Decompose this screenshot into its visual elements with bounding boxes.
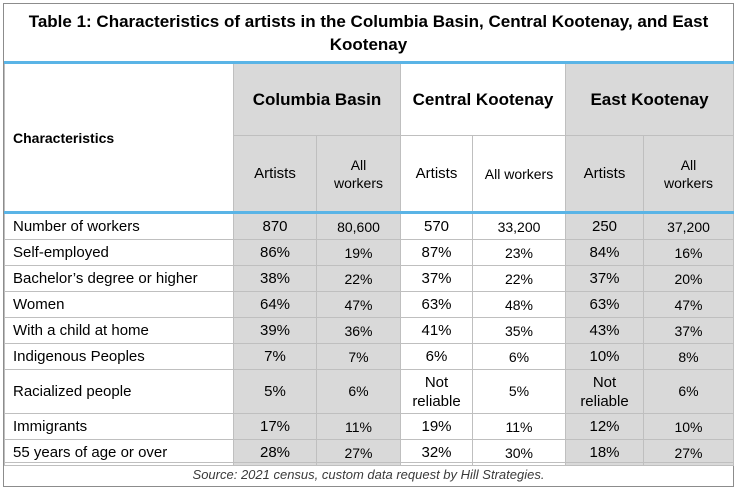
table-cell: 16% xyxy=(643,239,734,266)
table-cell: 37% xyxy=(565,265,644,292)
subheader-artists: Artists xyxy=(565,135,644,213)
table-cell: 37% xyxy=(400,265,473,292)
characteristics-header: Characteristics xyxy=(4,61,234,213)
table-cell: 250 xyxy=(565,211,644,240)
table-cell: 32% xyxy=(400,439,473,466)
table-cell: 23% xyxy=(472,239,566,266)
table-cell: 86% xyxy=(233,239,317,266)
subheader-artists: Artists xyxy=(400,135,473,213)
table-cell: 63% xyxy=(400,291,473,318)
table-cell: 41% xyxy=(400,317,473,344)
row-label: Women xyxy=(4,291,234,318)
table-cell: 47% xyxy=(316,291,401,318)
table-cell: 39% xyxy=(233,317,317,344)
row-label: Bachelor’s degree or higher xyxy=(4,265,234,292)
table-cell: 43% xyxy=(565,317,644,344)
table-cell: 37% xyxy=(643,317,734,344)
table-row: Racialized people 5% 6% Not reliable 5% … xyxy=(4,369,734,414)
table-cell: 80,600 xyxy=(316,211,401,240)
table-cell: 870 xyxy=(233,211,317,240)
table-cell: 19% xyxy=(316,239,401,266)
subheader-all-workers: All workers xyxy=(472,135,566,213)
table-cell: Not reliable xyxy=(565,369,644,414)
table-cell: 6% xyxy=(472,343,566,370)
subheader-artists: Artists xyxy=(233,135,317,213)
source-note: Source: 2021 census, custom data request… xyxy=(4,462,733,487)
table-cell: 28% xyxy=(233,439,317,466)
table-cell: 63% xyxy=(565,291,644,318)
table-cell: 64% xyxy=(233,291,317,318)
table-cell: 8% xyxy=(643,343,734,370)
row-label: Self-employed xyxy=(4,239,234,266)
table-cell: 87% xyxy=(400,239,473,266)
row-label: Indigenous Peoples xyxy=(4,343,234,370)
group-header-east-kootenay: East Kootenay xyxy=(565,61,734,136)
subheader-all-workers: All workers xyxy=(643,135,734,213)
table-cell: 6% xyxy=(400,343,473,370)
table-row: 55 years of age or over 28% 27% 32% 30% … xyxy=(4,439,734,466)
table-cell: 37,200 xyxy=(643,211,734,240)
table-cell: 33,200 xyxy=(472,211,566,240)
row-label: Racialized people xyxy=(4,369,234,414)
table-cell: 10% xyxy=(643,413,734,440)
table-row: Bachelor’s degree or higher 38% 22% 37% … xyxy=(4,265,734,292)
group-header-central-kootenay: Central Kootenay xyxy=(400,61,566,136)
table-cell: 27% xyxy=(316,439,401,466)
table-row: Indigenous Peoples 7% 7% 6% 6% 10% 8% xyxy=(4,343,734,370)
table-row: Number of workers 870 80,600 570 33,200 … xyxy=(4,211,734,240)
row-label: With a child at home xyxy=(4,317,234,344)
table-frame xyxy=(3,3,734,487)
table-row: With a child at home 39% 36% 41% 35% 43%… xyxy=(4,317,734,344)
table-cell: 84% xyxy=(565,239,644,266)
table-cell: 38% xyxy=(233,265,317,292)
table-cell: 6% xyxy=(643,369,734,414)
group-header-columbia-basin: Columbia Basin xyxy=(233,61,401,136)
table-cell: 11% xyxy=(472,413,566,440)
table-cell: 30% xyxy=(472,439,566,466)
table-cell: 22% xyxy=(316,265,401,292)
table-cell: 5% xyxy=(472,369,566,414)
characteristics-table: Characteristics Columbia Basin Central K… xyxy=(4,61,734,466)
table-cell: 47% xyxy=(643,291,734,318)
table-cell: 20% xyxy=(643,265,734,292)
table-cell: 5% xyxy=(233,369,317,414)
table-cell: 10% xyxy=(565,343,644,370)
table-cell: 7% xyxy=(233,343,317,370)
table-cell: 17% xyxy=(233,413,317,440)
table-cell: Not reliable xyxy=(400,369,473,414)
table-cell: 6% xyxy=(316,369,401,414)
table-cell: 27% xyxy=(643,439,734,466)
table-row: Women 64% 47% 63% 48% 63% 47% xyxy=(4,291,734,318)
table-cell: 12% xyxy=(565,413,644,440)
table-row: Immigrants 17% 11% 19% 11% 12% 10% xyxy=(4,413,734,440)
row-label: Number of workers xyxy=(4,211,234,240)
subheader-all-workers: All workers xyxy=(316,135,401,213)
table-title: Table 1: Characteristics of artists in t… xyxy=(28,11,709,54)
table-cell: 19% xyxy=(400,413,473,440)
table-cell: 22% xyxy=(472,265,566,292)
table-cell: 11% xyxy=(316,413,401,440)
table-cell: 36% xyxy=(316,317,401,344)
row-label: 55 years of age or over xyxy=(4,439,234,466)
table-cell: 48% xyxy=(472,291,566,318)
table-cell: 570 xyxy=(400,211,473,240)
table-cell: 7% xyxy=(316,343,401,370)
row-label: Immigrants xyxy=(4,413,234,440)
table-cell: 35% xyxy=(472,317,566,344)
table-row: Self-employed 86% 19% 87% 23% 84% 16% xyxy=(4,239,734,266)
